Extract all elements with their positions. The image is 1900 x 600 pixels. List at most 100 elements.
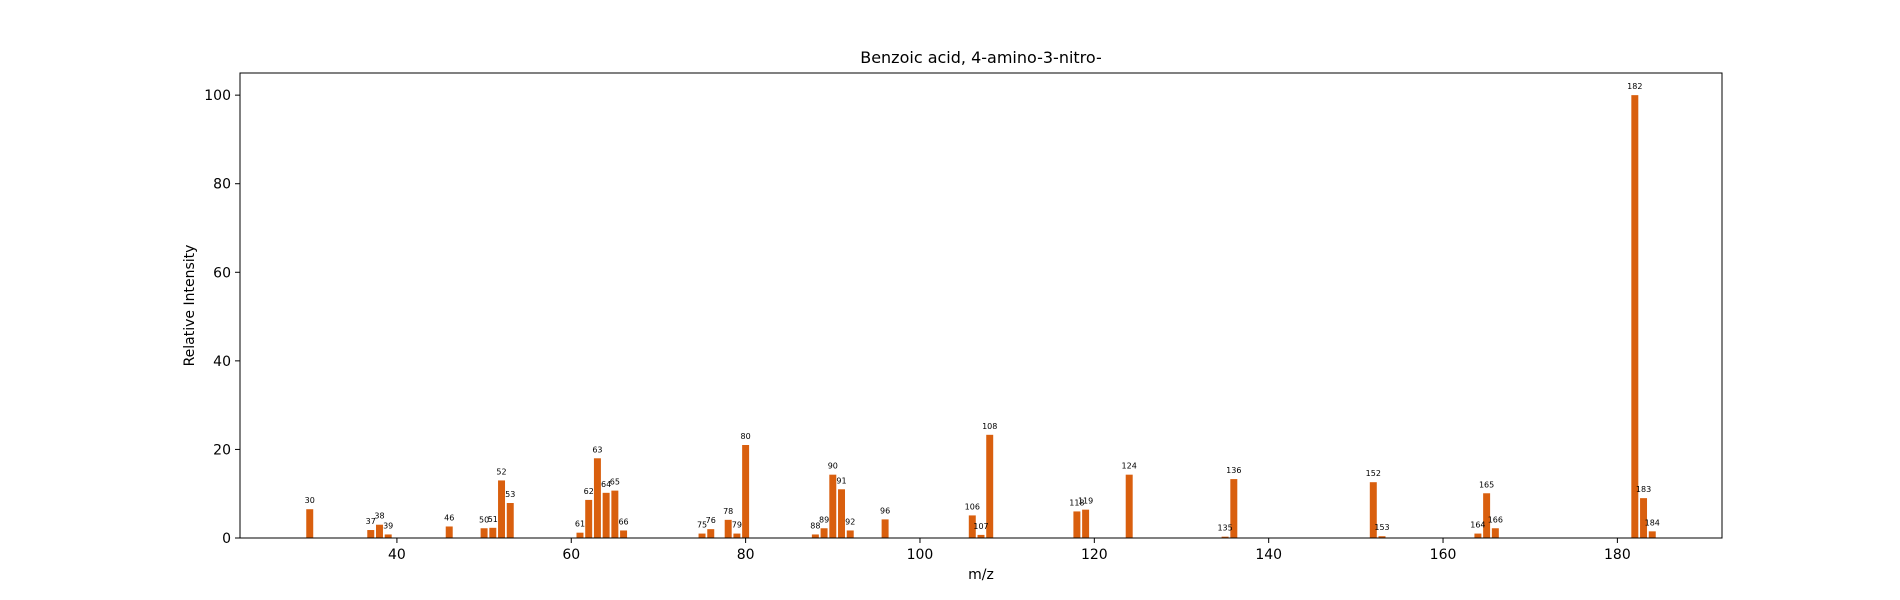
y-tick-label: 80 (213, 177, 231, 193)
bar-label-mz-63: 63 (592, 445, 602, 454)
bar-label-mz-64: 64 (601, 480, 611, 489)
bar-label-mz-182: 182 (1627, 82, 1642, 91)
bar-mz-30 (306, 509, 314, 538)
bar-label-mz-118: 118 (1069, 498, 1084, 507)
x-tick-label: 100 (907, 547, 934, 563)
bar-mz-108 (986, 434, 994, 538)
bar-mz-91 (838, 489, 846, 538)
bar-mz-90 (829, 474, 837, 538)
bar-label-mz-165: 165 (1479, 480, 1494, 489)
bar-mz-46 (445, 526, 453, 538)
bar-mz-37 (367, 530, 375, 538)
bar-mz-92 (846, 530, 854, 538)
bar-mz-50 (480, 528, 488, 538)
bar-label-mz-152: 152 (1366, 469, 1381, 478)
bar-mz-88 (811, 534, 819, 538)
y-axis-title: Relative Intensity (182, 245, 198, 367)
bar-label-mz-136: 136 (1226, 466, 1241, 475)
bar-mz-80 (742, 445, 750, 538)
bar-mz-96 (881, 519, 889, 538)
bar-label-mz-37: 37 (366, 517, 376, 526)
bar-mz-152 (1369, 482, 1377, 538)
bar-mz-62 (585, 499, 593, 538)
bar-label-mz-51: 51 (488, 515, 498, 524)
bar-label-mz-50: 50 (479, 515, 489, 524)
bar-mz-164 (1474, 533, 1482, 538)
bar-mz-135 (1221, 536, 1229, 538)
bar-mz-64 (602, 492, 610, 538)
bar-mz-89 (820, 528, 828, 538)
chart-title: Benzoic acid, 4-amino-3-nitro- (860, 48, 1102, 67)
bar-label-mz-62: 62 (584, 487, 594, 496)
x-tick-label: 60 (562, 547, 580, 563)
bar-mz-118 (1073, 511, 1081, 538)
bar-mz-184 (1648, 531, 1656, 538)
bar-mz-136 (1230, 479, 1238, 538)
bar-mz-65 (611, 490, 619, 538)
bar-label-mz-153: 153 (1374, 523, 1389, 532)
bar-mz-124 (1125, 474, 1133, 538)
bar-mz-165 (1483, 493, 1491, 538)
bar-mz-166 (1491, 528, 1499, 538)
bar-label-mz-46: 46 (444, 513, 454, 522)
bar-label-mz-108: 108 (982, 422, 997, 431)
bar-label-mz-76: 76 (706, 516, 716, 525)
bar-label-mz-80: 80 (741, 432, 751, 441)
bar-label-mz-96: 96 (880, 506, 890, 515)
bar-label-mz-89: 89 (819, 515, 829, 524)
bar-mz-38 (375, 524, 383, 538)
bar-mz-61 (576, 532, 584, 538)
bar-mz-106 (968, 515, 976, 538)
x-tick-label: 160 (1430, 547, 1457, 563)
bar-label-mz-52: 52 (496, 467, 506, 476)
bar-mz-52 (498, 480, 506, 538)
bar-label-mz-39: 39 (383, 521, 393, 530)
bar-mz-76 (707, 529, 715, 538)
bar-label-mz-183: 183 (1636, 485, 1651, 494)
y-tick-label: 20 (213, 442, 231, 458)
x-axis-title: m/z (968, 567, 994, 583)
bar-label-mz-92: 92 (845, 517, 855, 526)
bar-label-mz-61: 61 (575, 520, 585, 529)
bar-mz-79 (733, 533, 741, 538)
bar-label-mz-30: 30 (305, 496, 315, 505)
bar-mz-153 (1378, 536, 1386, 538)
y-axis: 0 20 40 60 80 100 (204, 88, 240, 547)
bar-label-mz-79: 79 (732, 521, 742, 530)
bar-mz-53 (506, 503, 514, 538)
bar-label-mz-164: 164 (1470, 521, 1485, 530)
x-axis: 40 60 80 100 120 140 160 180 (388, 538, 1631, 563)
bar-mz-183 (1640, 498, 1648, 538)
bar-mz-75 (698, 533, 706, 538)
bar-label-mz-124: 124 (1122, 462, 1137, 471)
bar-mz-182 (1631, 95, 1639, 539)
x-tick-label: 40 (388, 547, 406, 563)
x-tick-label: 80 (737, 547, 755, 563)
y-tick-label: 0 (222, 531, 231, 547)
bar-label-mz-78: 78 (723, 507, 733, 516)
bar-label-mz-65: 65 (610, 478, 620, 487)
bar-mz-63 (593, 458, 601, 538)
bar-mz-66 (620, 530, 628, 538)
bar-label-mz-135: 135 (1217, 524, 1232, 533)
bar-label-mz-88: 88 (810, 521, 820, 530)
y-tick-label: 60 (213, 265, 231, 281)
bar-mz-119 (1082, 509, 1090, 538)
x-tick-label: 120 (1081, 547, 1108, 563)
bar-label-mz-184: 184 (1645, 518, 1660, 527)
bar-mz-51 (489, 527, 497, 538)
x-tick-label: 140 (1255, 547, 1282, 563)
bar-label-mz-107: 107 (973, 522, 988, 531)
bar-mz-39 (384, 534, 392, 538)
y-tick-label: 40 (213, 354, 231, 370)
bar-mz-78 (724, 519, 732, 538)
bar-label-mz-53: 53 (505, 490, 515, 499)
bar-label-mz-38: 38 (374, 512, 384, 521)
bar-label-mz-75: 75 (697, 521, 707, 530)
x-tick-label: 180 (1604, 547, 1631, 563)
bar-label-mz-91: 91 (836, 476, 846, 485)
bars-layer (306, 95, 1656, 539)
